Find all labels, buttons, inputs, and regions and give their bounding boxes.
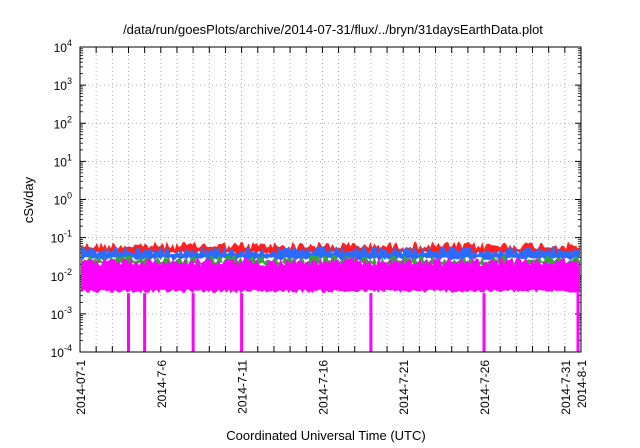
x-tick-label: 2014-7-6 xyxy=(155,360,169,408)
x-axis-ticks: 2014-07-1 2014-7-6 2014-7-11 2014-7-16 2014-… xyxy=(74,47,589,415)
y-tick-label: 10-2 xyxy=(51,267,72,284)
dropout-spike xyxy=(482,293,486,352)
plot-area xyxy=(81,241,580,352)
y-tick-label: 10-1 xyxy=(51,229,72,246)
y-tick-label: 104 xyxy=(54,38,72,55)
dropout-spike xyxy=(191,293,195,352)
y-axis-ticks: 10-4 10-3 10-2 10-1 100 101 102 103 104 xyxy=(51,38,581,360)
chart-title: /data/run/goesPlots/archive/2014-07-31/f… xyxy=(123,22,543,37)
dropout-spike xyxy=(369,293,373,352)
y-tick-label: 10-4 xyxy=(51,343,72,360)
y-tick-label: 100 xyxy=(54,191,72,208)
dropout-spike xyxy=(576,293,580,352)
x-tick-label: 2014-7-16 xyxy=(316,360,330,415)
plot-frame xyxy=(79,46,582,353)
y-axis-label: cSv/day xyxy=(21,176,36,223)
x-tick-label: 2014-7-31 xyxy=(559,360,573,415)
x-axis-label: Coordinated Universal Time (UTC) xyxy=(226,428,425,443)
dropout-spike xyxy=(143,293,147,352)
y-tick-label: 103 xyxy=(54,76,72,93)
series-magenta-band xyxy=(81,257,580,294)
series-blue-band xyxy=(81,246,580,261)
x-tick-label: 2014-7-21 xyxy=(397,360,411,415)
x-tick-label: 2014-07-1 xyxy=(74,360,88,415)
series-magenta-dropouts xyxy=(126,293,580,352)
y-tick-label: 101 xyxy=(54,152,72,169)
dropout-spike xyxy=(240,293,244,352)
grid xyxy=(80,47,581,352)
x-tick-label: 2014-7-26 xyxy=(478,360,492,415)
dropout-spike xyxy=(126,293,130,352)
y-tick-label: 102 xyxy=(54,114,72,131)
y-tick-label: 10-3 xyxy=(51,305,72,322)
x-tick-label: 2014-7-11 xyxy=(236,360,250,414)
x-tick-label: 2014-8-1 xyxy=(575,360,589,408)
